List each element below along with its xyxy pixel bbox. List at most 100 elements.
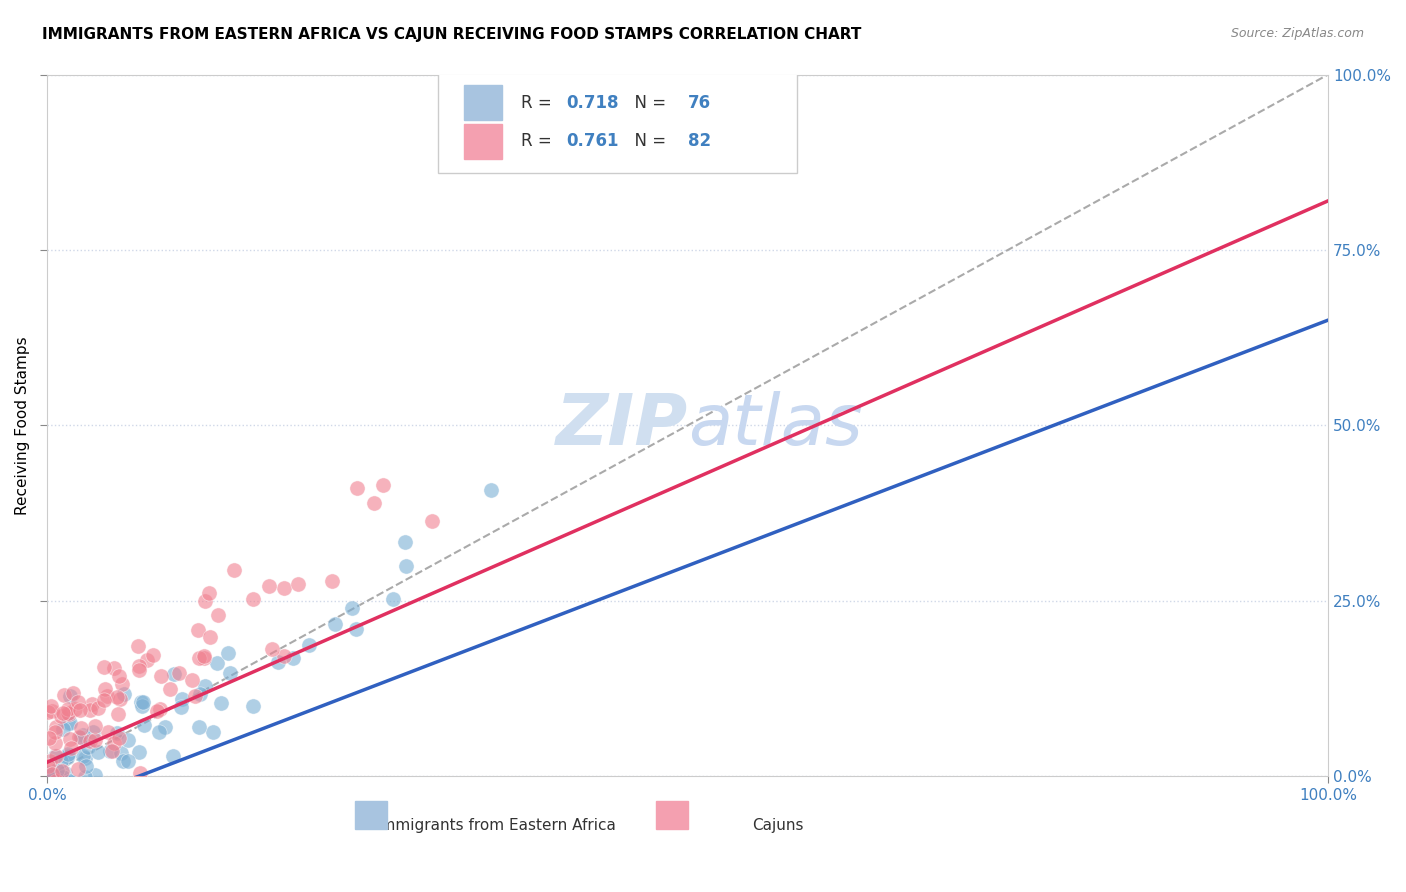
- Point: [222, 563, 245, 577]
- Point: [260, 641, 283, 656]
- Point: [172, 691, 194, 706]
- Point: [136, 653, 159, 667]
- Point: [39, 754, 62, 768]
- Point: [200, 630, 222, 644]
- Point: [84, 768, 107, 782]
- Point: [52, 722, 75, 736]
- Text: Cajuns: Cajuns: [752, 818, 803, 833]
- Text: 76: 76: [688, 94, 711, 112]
- Point: [67, 763, 90, 777]
- Point: [395, 559, 418, 574]
- Point: [170, 699, 193, 714]
- Point: [110, 747, 132, 761]
- Point: [87, 700, 110, 714]
- Text: R =: R =: [522, 94, 557, 112]
- Point: [373, 478, 395, 492]
- Point: [108, 668, 131, 682]
- Point: [108, 692, 131, 706]
- Point: [107, 707, 129, 722]
- Point: [101, 744, 124, 758]
- Point: [41, 780, 63, 795]
- Point: [188, 720, 211, 734]
- Point: [159, 681, 181, 696]
- Point: [79, 703, 101, 717]
- Point: [97, 725, 120, 739]
- Point: [273, 649, 295, 664]
- Point: [209, 696, 232, 710]
- Point: [52, 706, 75, 720]
- Point: [51, 764, 73, 779]
- Point: [73, 770, 96, 784]
- Point: [53, 765, 76, 780]
- Point: [56, 715, 79, 730]
- Point: [381, 591, 404, 606]
- Point: [267, 655, 290, 669]
- Point: [58, 706, 80, 721]
- Point: [67, 793, 90, 807]
- Point: [155, 721, 177, 735]
- Point: [56, 706, 79, 720]
- Point: [420, 514, 443, 528]
- Point: [37, 759, 59, 773]
- Point: [83, 801, 105, 815]
- Point: [67, 695, 90, 709]
- Point: [51, 709, 73, 723]
- Point: [45, 763, 67, 777]
- Point: [70, 730, 93, 744]
- Point: [49, 754, 72, 768]
- Point: [193, 651, 215, 665]
- Point: [363, 496, 385, 510]
- Point: [38, 731, 60, 745]
- Point: [103, 736, 125, 750]
- Point: [60, 740, 83, 755]
- Point: [37, 766, 59, 780]
- Point: [96, 689, 118, 703]
- Point: [162, 667, 184, 681]
- Point: [69, 703, 91, 717]
- Point: [42, 797, 65, 812]
- Point: [148, 724, 170, 739]
- Point: [44, 736, 66, 750]
- Text: atlas: atlas: [688, 391, 862, 460]
- Point: [84, 733, 107, 747]
- Point: [41, 767, 63, 781]
- Point: [62, 685, 84, 699]
- Point: [46, 773, 69, 788]
- Point: [93, 660, 115, 674]
- Point: [96, 780, 118, 795]
- Text: N =: N =: [624, 132, 671, 150]
- Text: IMMIGRANTS FROM EASTERN AFRICA VS CAJUN RECEIVING FOOD STAMPS CORRELATION CHART: IMMIGRANTS FROM EASTERN AFRICA VS CAJUN …: [42, 27, 862, 42]
- Point: [346, 481, 368, 495]
- Point: [149, 702, 172, 716]
- Point: [39, 767, 62, 781]
- Point: [72, 748, 94, 763]
- Point: [63, 702, 86, 716]
- Point: [112, 687, 135, 701]
- Text: N =: N =: [624, 94, 671, 112]
- Point: [52, 688, 75, 702]
- Point: [129, 766, 152, 780]
- Point: [323, 616, 346, 631]
- Point: [58, 747, 80, 762]
- Point: [72, 728, 94, 742]
- Point: [105, 690, 128, 705]
- Point: [38, 770, 60, 784]
- Point: [98, 744, 121, 758]
- Text: R =: R =: [522, 132, 557, 150]
- Bar: [464, 124, 502, 159]
- Point: [187, 623, 209, 637]
- Point: [76, 740, 98, 755]
- Point: [41, 772, 63, 787]
- Point: [198, 585, 221, 599]
- Point: [111, 754, 134, 768]
- Point: [131, 698, 153, 713]
- Point: [59, 731, 82, 746]
- Point: [129, 694, 152, 708]
- Point: [67, 731, 90, 745]
- Text: ZIP: ZIP: [555, 391, 688, 460]
- Point: [53, 773, 76, 788]
- Point: [297, 638, 319, 652]
- Text: 0.718: 0.718: [567, 94, 619, 112]
- Point: [44, 780, 66, 795]
- Point: [128, 663, 150, 677]
